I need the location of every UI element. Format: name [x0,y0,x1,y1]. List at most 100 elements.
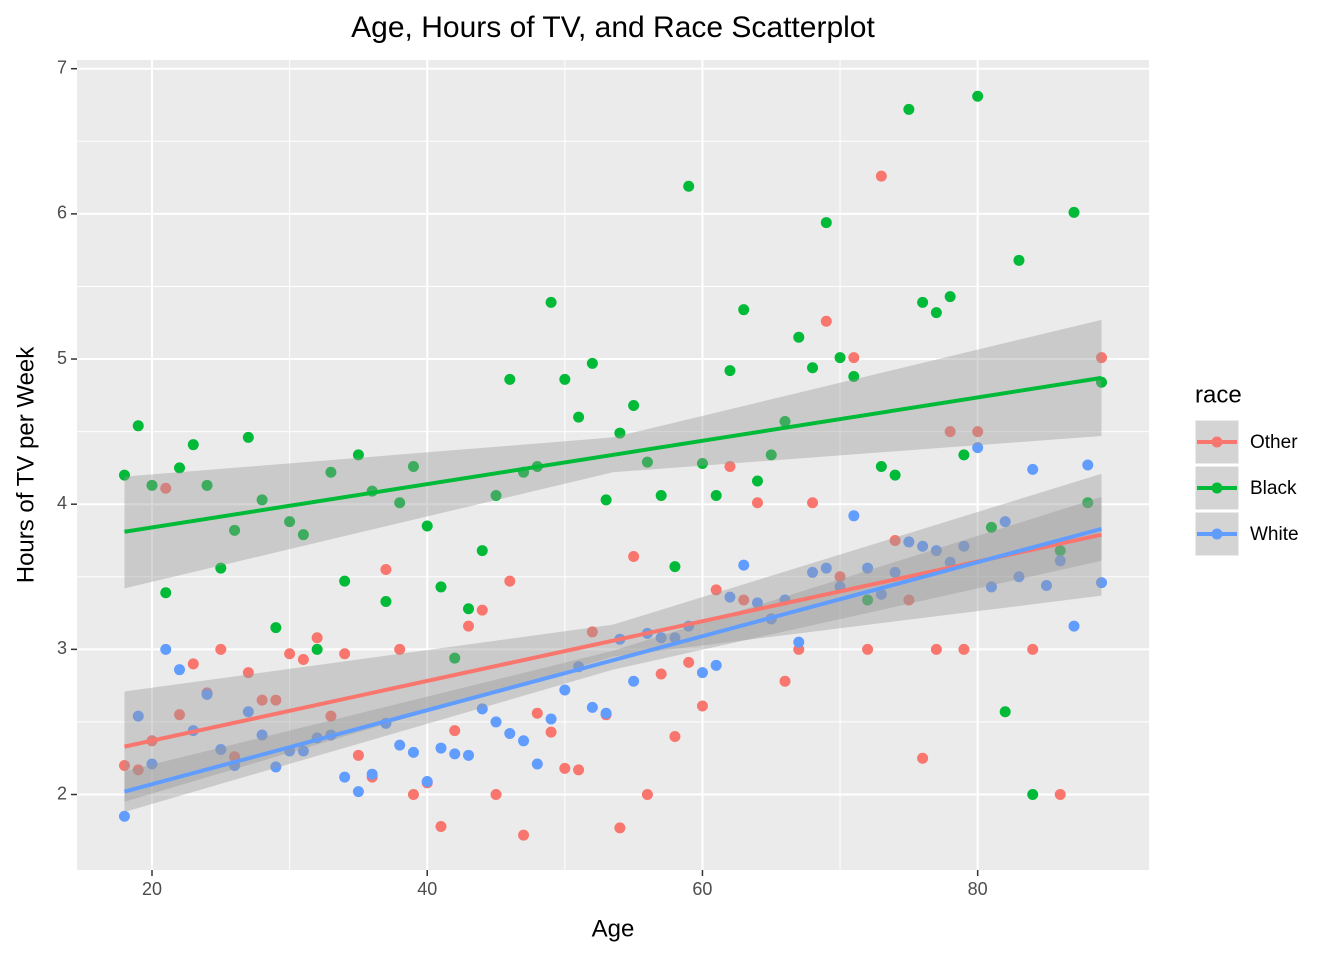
point [215,562,227,574]
point [724,460,736,472]
point [779,415,791,427]
point [1082,459,1094,471]
point [421,520,433,532]
point [352,749,364,761]
point [834,352,846,364]
point [903,103,915,115]
point [807,362,819,374]
point [435,742,447,754]
point [215,744,227,756]
point [504,373,516,385]
point [573,411,585,423]
point [476,703,488,715]
point [531,707,543,719]
fit-line [124,375,1102,534]
point [917,540,929,552]
point [518,735,530,747]
point [972,442,984,454]
point [407,460,419,472]
point [1054,545,1066,557]
point [201,688,213,700]
point [352,786,364,798]
point [862,562,874,574]
point [531,758,543,770]
point [710,584,722,596]
point [958,449,970,461]
fit-line [124,532,1102,749]
point [586,701,598,713]
y-tick-label: 2 [57,783,67,803]
point [1068,206,1080,218]
point [242,431,254,443]
point [834,571,846,583]
point [751,597,763,609]
point [118,469,130,481]
point [793,331,805,343]
point [545,713,557,725]
legend-key-point [1211,482,1223,494]
point [559,373,571,385]
point [201,479,213,491]
y-tick-label: 6 [57,203,67,223]
y-tick-label: 4 [57,493,67,513]
point [999,706,1011,718]
point [738,559,750,571]
confidence-band [124,473,1102,802]
point [807,497,819,509]
point [930,545,942,557]
point [655,632,667,644]
point [256,729,268,741]
point [1040,579,1052,591]
point [944,291,956,303]
point [270,622,282,634]
point [504,728,516,740]
point [875,460,887,472]
y-tick-label: 5 [57,348,67,368]
point [628,675,640,687]
point [985,581,997,593]
x-tick-label: 20 [142,879,162,899]
point [724,365,736,377]
point [256,494,268,506]
point [1096,577,1108,589]
point [820,562,832,574]
point [655,489,667,501]
point [242,667,254,679]
point [476,604,488,616]
point [1068,620,1080,632]
point [889,566,901,578]
point [490,789,502,801]
point [586,357,598,369]
point [311,632,323,644]
point [972,90,984,102]
point [1027,789,1039,801]
point [242,706,254,718]
point [297,745,309,757]
point [628,550,640,562]
point [174,462,186,474]
point [545,726,557,738]
point [256,694,268,706]
legend-title: race [1195,381,1242,408]
x-axis-title: Age [592,915,635,942]
point [325,710,337,722]
point [862,643,874,655]
point [394,643,406,655]
point [930,307,942,319]
point [559,684,571,696]
point [641,456,653,468]
point [435,820,447,832]
point [1054,789,1066,801]
point [958,540,970,552]
point [820,315,832,327]
point [394,739,406,751]
point [696,667,708,679]
point [215,643,227,655]
point [504,575,516,587]
legend-label: Other [1250,432,1298,453]
point [559,762,571,774]
point [160,587,172,599]
point [889,469,901,481]
point [449,748,461,760]
point [930,643,942,655]
